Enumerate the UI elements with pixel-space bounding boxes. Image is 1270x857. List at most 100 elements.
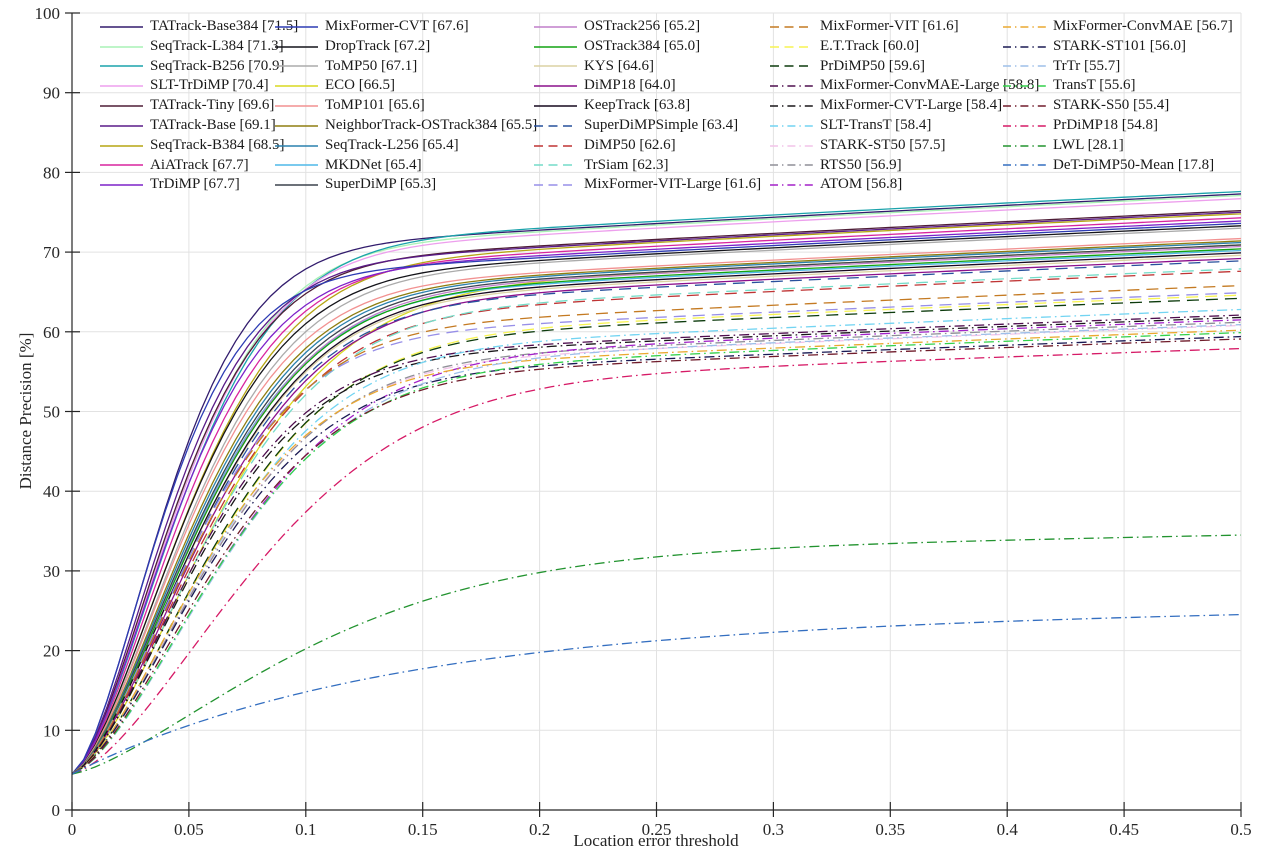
legend-item-keeptrack: KeepTrack [63.8] — [534, 96, 761, 116]
legend-line-sample — [1003, 65, 1046, 68]
y-axis-label: Distance Precision [%] — [16, 332, 35, 490]
curve-seqtrack-b384 — [71, 213, 1242, 775]
legend-item-dimp18: DiMP18 [64.0] — [534, 76, 761, 96]
legend-item-trtr: TrTr [55.7] — [1003, 57, 1233, 77]
legend-label: MKDNet [65.4] — [325, 156, 422, 173]
curve-trsiam — [71, 268, 1242, 775]
legend-column-1: TATrack-Base384 [71.5] SeqTrack-L384 [71.… — [100, 17, 298, 195]
legend-line-sample — [100, 45, 143, 48]
legend-item-mixformer-convmae-large: MixFormer-ConvMAE-Large [58.8] — [770, 76, 1039, 96]
curve-mixformer-cvt — [71, 222, 1242, 775]
legend-label: MixFormer-ConvMAE-Large [58.8] — [820, 77, 1040, 94]
curve-keeptrack — [71, 252, 1242, 775]
x-tick-label: 0 — [68, 820, 77, 839]
legend-line-sample — [770, 65, 813, 68]
curve-stark-st50 — [71, 324, 1242, 775]
legend-line-sample — [1003, 125, 1046, 127]
legend-item-rts50: RTS50 [56.9] — [770, 156, 1039, 176]
legend-line-sample — [100, 164, 143, 167]
legend-item-lwl: LWL [28.1] — [1003, 136, 1233, 156]
legend-line-sample — [534, 125, 577, 127]
legend-label: TrSiam [62.3] — [584, 156, 669, 173]
y-tick-label: 70 — [43, 243, 60, 262]
legend-label: SuperDiMP [65.3] — [325, 176, 437, 193]
legend-label: RTS50 [56.9] — [820, 156, 902, 173]
legend-line-sample — [100, 85, 143, 87]
legend-item-mixformer-vit: MixFormer-VIT [61.6] — [770, 17, 1039, 37]
legend-line-sample — [275, 184, 318, 186]
legend-label: MixFormer-CVT-Large [58.4] — [820, 97, 1003, 114]
legend-line-sample — [534, 65, 577, 68]
legend-line-sample — [1003, 85, 1046, 87]
curve-seqtrack-l384 — [71, 194, 1242, 775]
legend-item-transt: TransT [55.6] — [1003, 76, 1233, 96]
curve-tomp50 — [71, 227, 1242, 775]
legend-line-sample — [1003, 45, 1046, 48]
legend-label: STARK-S50 [55.4] — [1053, 97, 1170, 114]
legend-line-sample — [100, 144, 143, 147]
legend-item-prdimp18: PrDiMP18 [54.8] — [1003, 116, 1233, 136]
legend-label: DiMP50 [62.6] — [584, 136, 676, 153]
legend-line-sample — [534, 164, 577, 167]
legend-label: PrDiMP18 [54.8] — [1053, 116, 1159, 133]
legend-column-2: MixFormer-CVT [67.6] DropTrack [67.2] ToMP… — [275, 17, 537, 195]
legend-line-sample — [770, 26, 813, 28]
legend-item-prdimp50: PrDiMP50 [59.6] — [770, 57, 1039, 77]
legend-item-ostrack256: OSTrack256 [65.2] — [534, 17, 761, 37]
y-tick-label: 40 — [43, 482, 60, 501]
legend-label: MixFormer-VIT-Large [61.6] — [584, 176, 762, 193]
legend-label: STARK-ST50 [57.5] — [820, 136, 946, 153]
legend-column-3: OSTrack256 [65.2] OSTrack384 [65.0] KYS [6… — [534, 17, 761, 195]
legend-column-4: MixFormer-VIT [61.6] E.T.Track [60.0] PrDi… — [770, 17, 1039, 195]
curve-tomp101 — [71, 237, 1242, 775]
legend-line-sample — [275, 26, 318, 28]
legend-item-mixformer-cvt: MixFormer-CVT [67.6] — [275, 17, 537, 37]
y-tick-label: 20 — [43, 642, 60, 661]
legend-item-trsiam: TrSiam [62.3] — [534, 156, 761, 176]
x-tick-label: 0.05 — [174, 820, 204, 839]
legend-column-5: MixFormer-ConvMAE [56.7] STARK-ST101 [56.… — [1003, 17, 1233, 175]
legend-label: DropTrack [67.2] — [325, 37, 431, 54]
legend-item-superdimp: SuperDiMP [65.3] — [275, 175, 537, 195]
curve-transt — [71, 331, 1242, 775]
legend-label: OSTrack256 [65.2] — [584, 18, 701, 34]
legend-line-sample — [534, 26, 577, 28]
curve-mixformer-vit-large — [71, 292, 1242, 775]
x-tick-label: 0.2 — [529, 820, 550, 839]
legend-item-tatrack-tiny: TATrack-Tiny [69.6] — [100, 96, 298, 116]
legend-line-sample — [1003, 144, 1046, 147]
legend-item-seqtrack-b256: SeqTrack-B256 [70.9] — [100, 57, 298, 77]
legend-label: ToMP50 [67.1] — [325, 57, 418, 74]
legend-line-sample — [534, 85, 577, 87]
curve-mixformer-convmae-large — [71, 314, 1242, 775]
legend-item-trdimp: TrDiMP [67.7] — [100, 175, 298, 195]
legend-label: SeqTrack-B256 [70.9] — [150, 57, 285, 74]
legend-label: TrDiMP [67.7] — [150, 176, 240, 193]
legend-line-sample — [770, 184, 813, 186]
y-tick-label: 50 — [43, 403, 60, 422]
legend-label: E.T.Track [60.0] — [820, 37, 920, 54]
legend-line-sample — [275, 125, 318, 127]
legend-item-stark-s50: STARK-S50 [55.4] — [1003, 96, 1233, 116]
curve-trdimp — [71, 220, 1242, 775]
legend-label: SeqTrack-L256 [65.4] — [325, 136, 459, 153]
legend-line-sample — [770, 105, 813, 107]
legend-item-tatrack-base: TATrack-Base [69.1] — [100, 116, 298, 136]
curve-droptrack — [71, 225, 1242, 775]
legend-item-dimp50: DiMP50 [62.6] — [534, 136, 761, 156]
legend-item-det-dimp50-mean: DeT-DiMP50-Mean [17.8] — [1003, 156, 1233, 176]
curve-ostrack256 — [71, 245, 1242, 775]
legend-line-sample — [770, 144, 813, 147]
legend-line-sample — [534, 45, 577, 48]
curve-stark-s50 — [71, 338, 1242, 775]
x-tick-label: 0.25 — [642, 820, 672, 839]
legend-line-sample — [770, 125, 813, 127]
curve-prdimp50 — [71, 297, 1242, 775]
curve-mixformer-convmae — [71, 329, 1242, 775]
curve-lwl — [71, 534, 1242, 775]
legend-label: OSTrack384 [65.0] — [584, 37, 701, 54]
x-tick-label: 0.3 — [763, 820, 784, 839]
curve-dimp18 — [71, 257, 1242, 775]
legend-item-neighbortrack-ostrack384: NeighborTrack-OSTrack384 [65.5] — [275, 116, 537, 136]
